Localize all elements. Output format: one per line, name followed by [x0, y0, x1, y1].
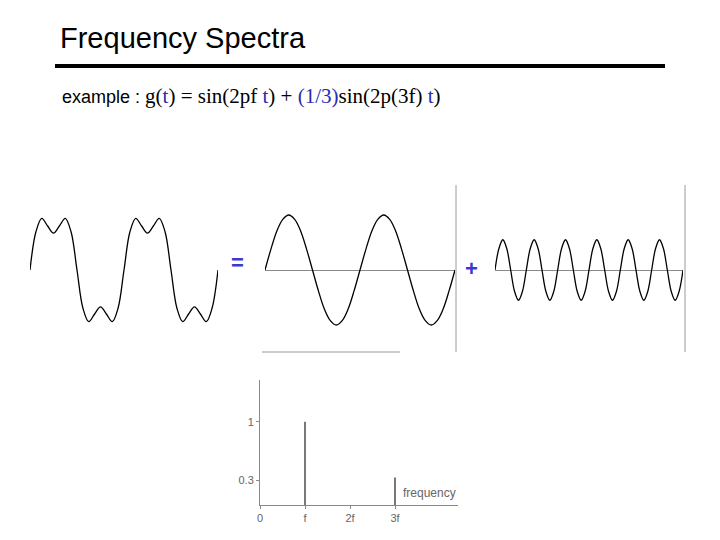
svg-text:0: 0	[257, 512, 263, 524]
svg-text:f: f	[303, 512, 307, 524]
html-text:Frequency Spectra: Frequency Spectra	[60, 22, 305, 54]
html-text:example :g(t) = sin(2pf t) + (: example :g(t) = sin(2pf t) + (1/3) sin(2…	[62, 84, 441, 108]
svg-text:0.3: 0.3	[239, 474, 254, 486]
svg-text:2f: 2f	[345, 512, 355, 524]
svg-text:frequency: frequency	[403, 486, 456, 500]
svg-text:1: 1	[248, 416, 254, 428]
svg-text:3f: 3f	[390, 512, 400, 524]
